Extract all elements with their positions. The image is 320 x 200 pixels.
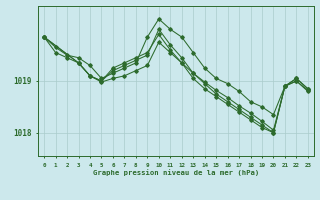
X-axis label: Graphe pression niveau de la mer (hPa): Graphe pression niveau de la mer (hPa) [93, 169, 259, 176]
